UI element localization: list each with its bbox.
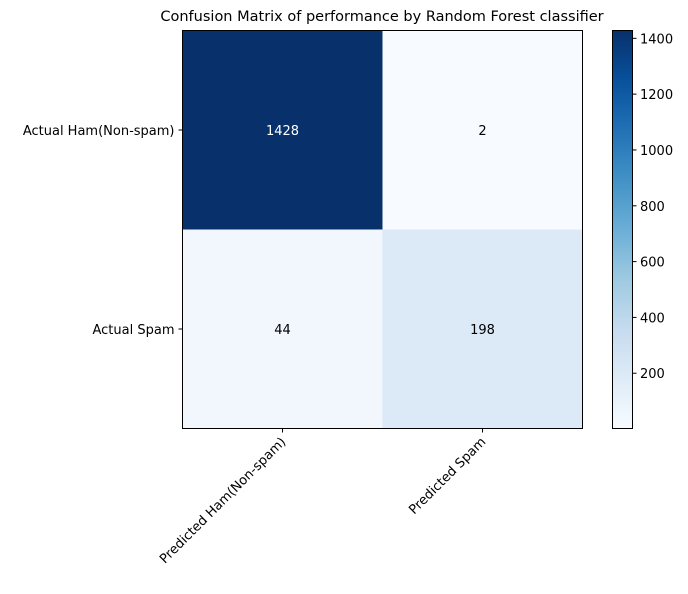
x-tick-label: Predicted Spam — [406, 435, 489, 518]
cell-value-label: 44 — [274, 323, 291, 338]
cell-value-label: 2 — [478, 124, 486, 139]
heatmap-cell-r0-c1 — [382, 30, 583, 230]
chart-title: Confusion Matrix of performance by Rando… — [160, 9, 603, 25]
y-tick-label: Actual Ham(Non-spam) — [23, 124, 175, 139]
plot-frame — [182, 30, 583, 429]
colorbar — [612, 30, 632, 429]
cell-value-label: 198 — [470, 323, 495, 338]
colorbar-tick-label: 1200 — [640, 88, 673, 103]
heatmap-cell-r1-c0 — [182, 229, 383, 429]
colorbar-tick-label: 200 — [640, 367, 665, 382]
x-tick-label: Predicted Ham(Non-spam) — [157, 435, 289, 567]
colorbar-tick-label: 400 — [640, 311, 665, 326]
colorbar-tick-label: 800 — [640, 200, 665, 215]
colorbar-tick-label: 600 — [640, 256, 665, 271]
heatmap-cell-r0-c0 — [182, 30, 383, 230]
heatmap-cell-r1-c1 — [382, 229, 583, 429]
colorbar-tick-label: 1000 — [640, 144, 673, 159]
y-tick-label: Actual Spam — [93, 323, 175, 338]
colorbar-tick-label: 1400 — [640, 32, 673, 47]
colorbar-frame — [612, 30, 633, 429]
cell-value-label: 1428 — [266, 124, 299, 139]
